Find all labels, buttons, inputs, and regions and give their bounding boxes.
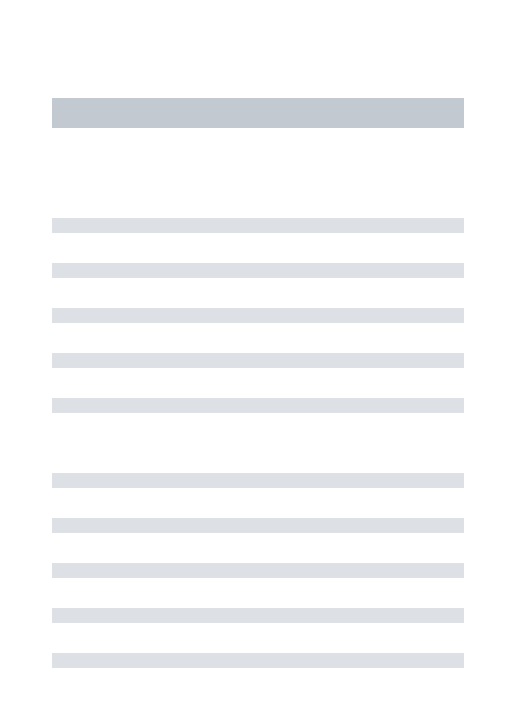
skeleton-line xyxy=(52,398,464,413)
skeleton-header xyxy=(52,98,464,128)
skeleton-container xyxy=(0,0,516,668)
skeleton-section xyxy=(52,473,464,668)
skeleton-line xyxy=(52,518,464,533)
skeleton-line xyxy=(52,263,464,278)
skeleton-section xyxy=(52,218,464,413)
skeleton-line xyxy=(52,563,464,578)
skeleton-line xyxy=(52,653,464,668)
skeleton-line xyxy=(52,308,464,323)
skeleton-line xyxy=(52,218,464,233)
skeleton-line xyxy=(52,608,464,623)
skeleton-line xyxy=(52,353,464,368)
skeleton-line xyxy=(52,473,464,488)
